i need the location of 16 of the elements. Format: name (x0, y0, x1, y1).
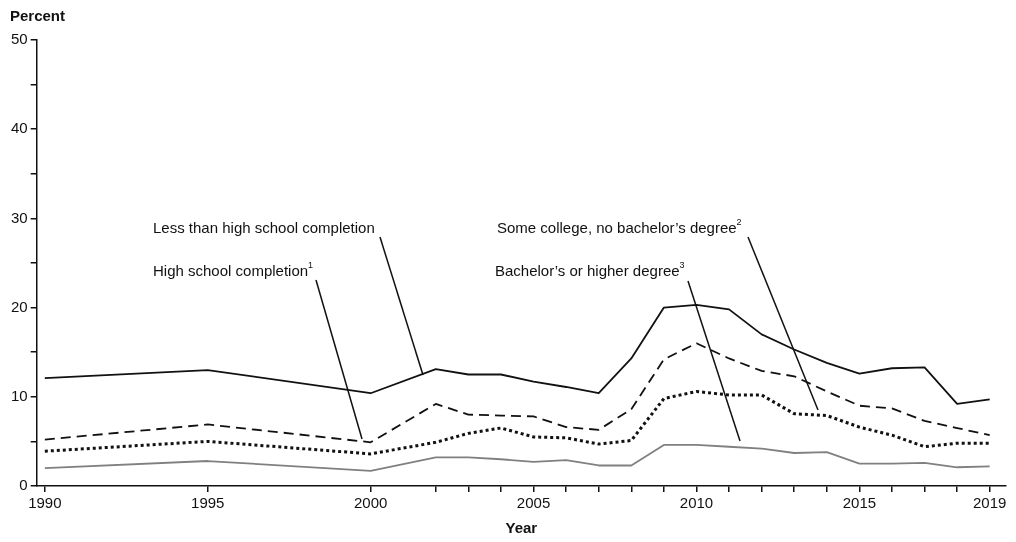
x-tick-label: 2010 (679, 494, 714, 512)
y-tick-label: 10 (11, 386, 28, 404)
x-axis-title: Year (505, 519, 538, 537)
y-tick-label: 20 (11, 297, 28, 315)
x-tick-label: 2000 (353, 494, 388, 512)
x-tick-label: 1995 (191, 494, 225, 512)
y-tick-label: 40 (11, 119, 28, 137)
y-tick-label: 50 (11, 30, 28, 48)
x-tick-label: 2019 (973, 494, 1007, 512)
y-tick-label: 0 (19, 476, 28, 494)
text: Less than high school completion (153, 219, 375, 237)
y-tick-label: 30 (11, 208, 28, 226)
y-axis-title: Percent (10, 7, 66, 25)
x-tick-label: 2005 (516, 494, 551, 512)
x-tick-label: 2015 (842, 494, 877, 512)
x-tick-label: 1990 (28, 494, 62, 512)
